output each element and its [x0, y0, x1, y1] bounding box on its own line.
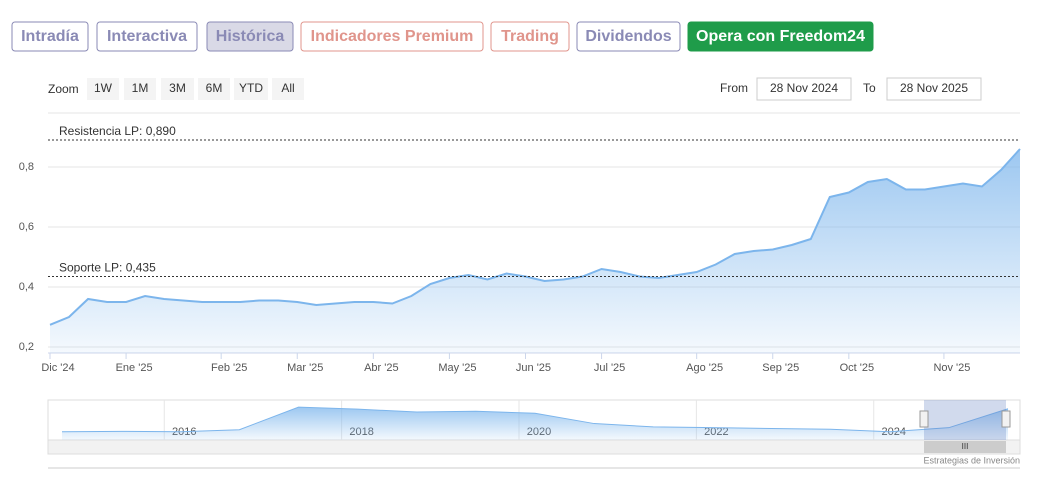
- tab-label: Intradía: [21, 28, 79, 45]
- scrollbar[interactable]: [47, 439, 1021, 455]
- navigator-handle[interactable]: [919, 410, 929, 428]
- scrollbar-thumb[interactable]: [924, 441, 1006, 453]
- tab-label: Trading: [501, 28, 559, 45]
- x-tick-label: Ago '25: [686, 362, 723, 374]
- navigator-handle[interactable]: [1001, 410, 1011, 428]
- navigator-line: [61, 406, 1009, 433]
- zoom-button-label: 1W: [94, 81, 113, 95]
- from-label: From: [720, 81, 748, 95]
- tab[interactable]: [11, 21, 89, 52]
- navigator-area: [62, 407, 1008, 440]
- x-tick-label: Jul '25: [594, 362, 625, 374]
- grip: III: [962, 442, 969, 451]
- price-line: [49, 148, 1021, 326]
- x-tick-label: May '25: [438, 362, 476, 374]
- from-input[interactable]: [756, 77, 852, 101]
- zoom-button-label: 3M: [169, 81, 186, 95]
- tab-label: Opera con Freedom24: [696, 28, 865, 45]
- tab[interactable]: [300, 21, 484, 52]
- zoom-button[interactable]: [272, 78, 304, 100]
- area-fill: [50, 149, 1020, 353]
- x-tick-label: Jun '25: [516, 362, 551, 374]
- x-tick-label: Mar '25: [287, 362, 323, 374]
- tab[interactable]: [206, 21, 294, 52]
- tab[interactable]: [687, 21, 874, 52]
- zoom-button-label: All: [281, 81, 294, 95]
- y-tick-label: 0,8: [19, 161, 34, 173]
- x-tick-label: Ene '25: [116, 362, 153, 374]
- level-label: Soporte LP: 0,435: [59, 261, 156, 275]
- x-tick-label: Sep '25: [762, 362, 799, 374]
- zoom-button[interactable]: [161, 78, 194, 100]
- zoom-button-label: 1M: [132, 81, 149, 95]
- credit: Estrategias de Inversión: [923, 455, 1020, 465]
- zoom-button[interactable]: [124, 78, 156, 100]
- level-label: Resistencia LP: 0,890: [59, 124, 176, 138]
- tab-label: Histórica: [216, 28, 285, 45]
- zoom-label: Zoom: [48, 82, 79, 96]
- to-date: 28 Nov 2025: [900, 81, 968, 95]
- tab-label: Interactiva: [107, 28, 187, 45]
- zoom-button[interactable]: [234, 78, 268, 100]
- x-tick-label: Nov '25: [933, 362, 970, 374]
- tab[interactable]: [490, 21, 570, 52]
- tab-label: Indicadores Premium: [311, 28, 474, 45]
- zoom-button[interactable]: [198, 78, 230, 100]
- zoom-button[interactable]: [87, 78, 119, 100]
- from-date: 28 Nov 2024: [770, 81, 838, 95]
- x-tick-label: Abr '25: [364, 362, 399, 374]
- to-input[interactable]: [886, 77, 982, 101]
- zoom-button-label: YTD: [239, 81, 263, 95]
- x-tick-label: Feb '25: [211, 362, 247, 374]
- x-tick-label: Dic '24: [41, 362, 74, 374]
- tab[interactable]: [576, 21, 681, 52]
- to-label: To: [863, 81, 876, 95]
- y-tick-label: 0,2: [19, 341, 34, 353]
- y-tick-label: 0,4: [19, 281, 34, 293]
- zoom-button-label: 6M: [206, 81, 223, 95]
- x-tick-label: Oct '25: [840, 362, 875, 374]
- tab-label: Dividendos: [585, 28, 671, 45]
- y-tick-label: 0,6: [19, 221, 34, 233]
- tab[interactable]: [96, 21, 198, 52]
- navigator-window[interactable]: [924, 400, 1006, 440]
